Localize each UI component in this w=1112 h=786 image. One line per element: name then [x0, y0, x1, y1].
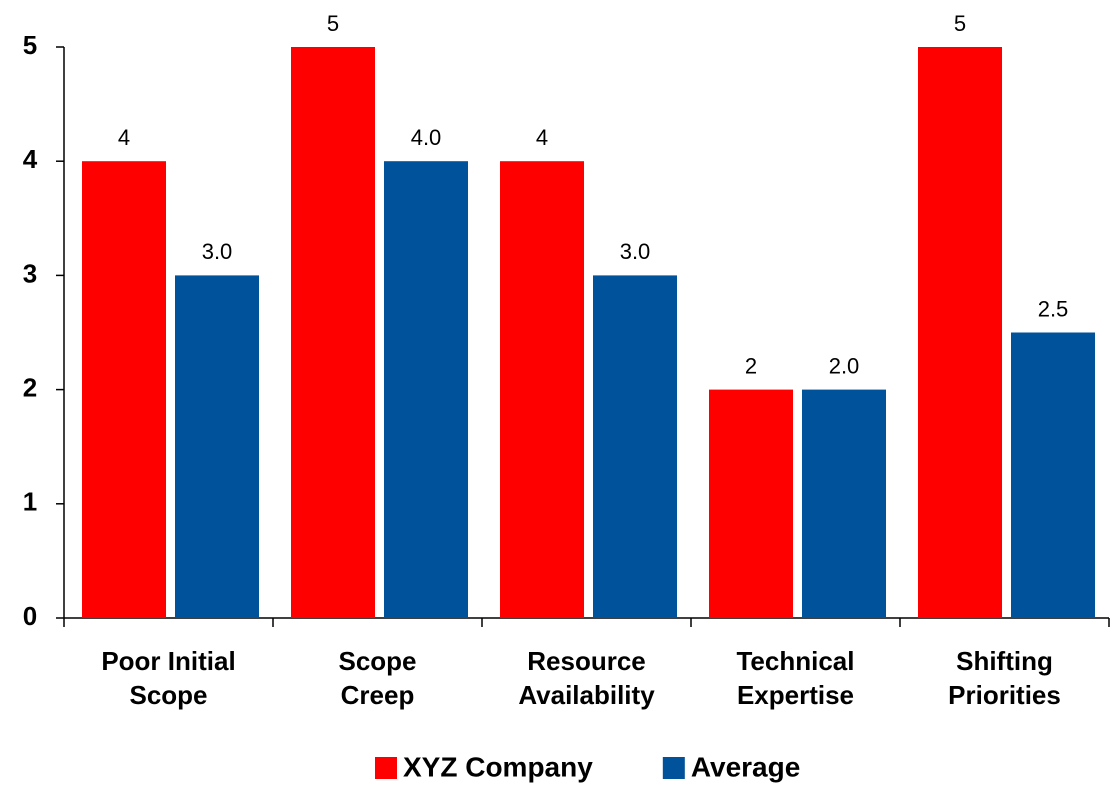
legend-swatch	[662, 757, 685, 779]
label-line: Priorities	[948, 680, 1061, 710]
y-tick-label: 5	[23, 30, 37, 60]
label-line: Scope	[338, 646, 416, 676]
data-label: 3.0	[202, 239, 233, 264]
x-tick-label: Scope Creep	[338, 646, 416, 710]
x-tick-label: Technical Expertise	[736, 646, 854, 710]
label-line: Technical	[736, 646, 854, 676]
label-line: Scope	[129, 680, 207, 710]
bar	[1011, 332, 1095, 618]
data-label: 5	[327, 11, 339, 36]
legend-label: Average	[691, 751, 800, 782]
bar	[802, 389, 886, 618]
legend-label: XYZ Company	[403, 751, 593, 782]
y-tick-label: 0	[23, 601, 37, 631]
legend-swatch	[375, 757, 397, 779]
bar	[918, 47, 1002, 618]
label-line: Creep	[341, 680, 415, 710]
y-tick-label: 3	[23, 258, 37, 288]
bar	[384, 161, 468, 618]
bar	[709, 389, 793, 618]
data-label: 2.5	[1038, 296, 1069, 321]
bar	[175, 275, 259, 618]
bar	[82, 161, 166, 618]
y-tick-label: 1	[23, 487, 37, 517]
bar	[593, 275, 677, 618]
x-tick-label: Resource Availability	[518, 646, 655, 710]
label-line: Resource	[527, 646, 646, 676]
data-label: 5	[954, 11, 966, 36]
label-line: Poor Initial	[101, 646, 235, 676]
x-tick-label: Shifting Priorities	[948, 646, 1061, 710]
data-label: 4	[536, 125, 548, 150]
data-label: 2	[745, 353, 757, 378]
bar	[291, 47, 375, 618]
y-tick-label: 2	[23, 372, 37, 402]
data-label: 4.0	[411, 125, 442, 150]
label-line: Availability	[518, 680, 655, 710]
label-line: Expertise	[737, 680, 854, 710]
bar	[500, 161, 584, 618]
y-tick-label: 4	[23, 144, 38, 174]
data-label: 3.0	[620, 239, 651, 264]
data-label: 4	[118, 125, 130, 150]
data-label: 2.0	[829, 353, 860, 378]
x-tick-label: Poor Initial Scope	[101, 646, 235, 710]
label-line: Shifting	[956, 646, 1053, 676]
